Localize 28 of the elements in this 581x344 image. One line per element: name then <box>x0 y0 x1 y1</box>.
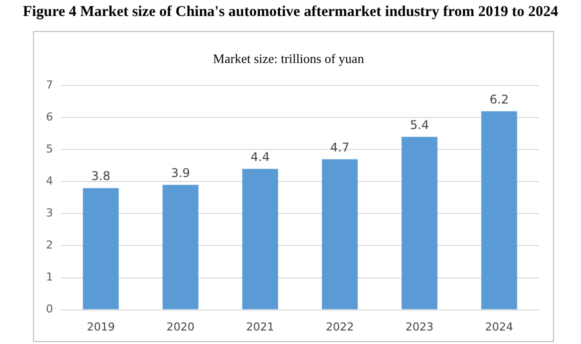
chart-title: Figure 4 Market size of China's automotive aftermarket industry from 2019 to 2024 <box>22 4 560 22</box>
bar <box>82 188 119 310</box>
x-tick-label: 2022 <box>326 320 354 334</box>
bar <box>242 168 278 310</box>
x-tick-label: 2021 <box>246 320 274 334</box>
bar <box>402 136 438 310</box>
y-tick-label: 1 <box>46 270 53 284</box>
data-label: 3.9 <box>170 166 190 180</box>
y-tick-label: 2 <box>46 238 53 252</box>
data-label: 3.8 <box>91 169 110 184</box>
x-tick-label: 2020 <box>166 320 194 334</box>
y-tick-label: 7 <box>46 78 53 92</box>
chart-subtitle: Market size: trillions of yuan <box>213 51 364 66</box>
y-tick-label: 4 <box>46 174 53 188</box>
bar <box>481 111 518 310</box>
data-label: 6.2 <box>490 92 509 106</box>
bar <box>322 159 358 310</box>
data-label: 5.4 <box>410 118 430 132</box>
data-label: 4.4 <box>250 150 270 164</box>
x-tick-label: 2019 <box>86 320 115 334</box>
data-label: 4.7 <box>330 140 350 154</box>
y-tick-label: 5 <box>46 142 53 156</box>
bar <box>162 184 198 310</box>
x-tick-label: 2023 <box>406 320 434 334</box>
y-tick-label: 0 <box>46 302 53 316</box>
x-tick-label: 2024 <box>485 320 514 334</box>
y-tick-label: 3 <box>46 206 53 220</box>
y-tick-label: 6 <box>46 110 53 124</box>
